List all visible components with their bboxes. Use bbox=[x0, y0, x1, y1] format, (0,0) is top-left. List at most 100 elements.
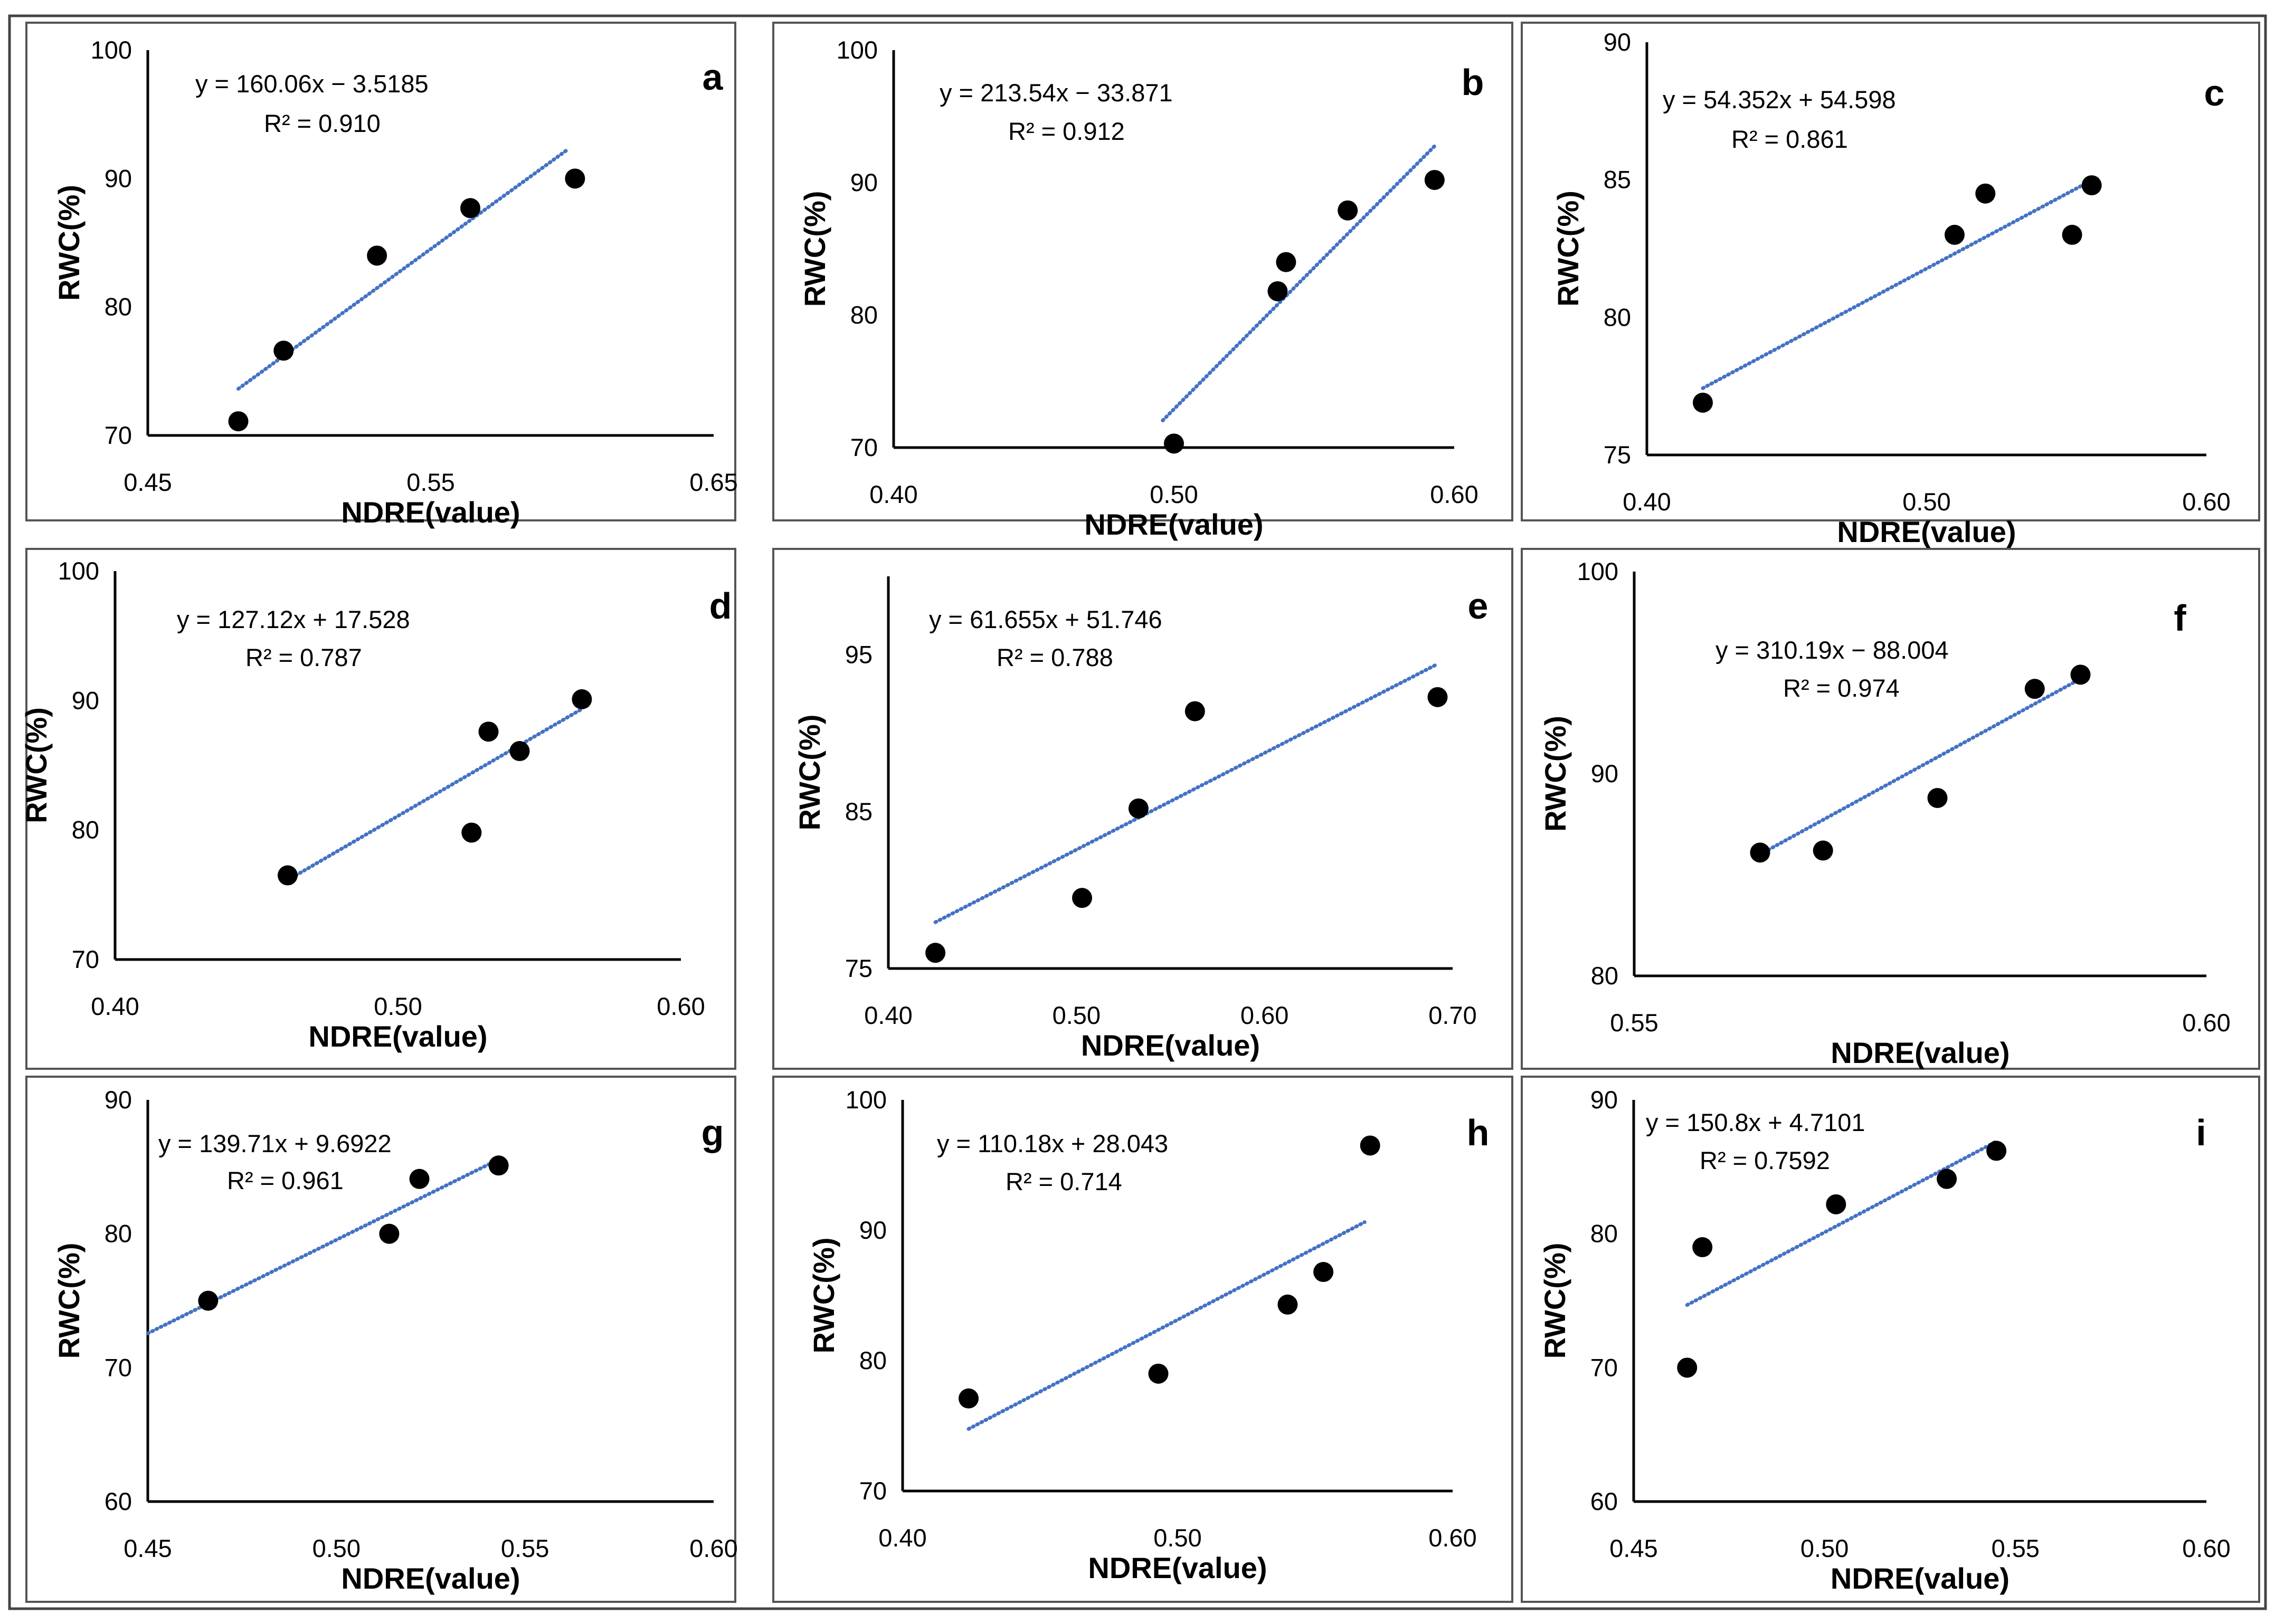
y-tick-label: 80 bbox=[105, 293, 132, 321]
data-point bbox=[959, 1388, 979, 1409]
panel-b: 70 80 90 100 0.40 0.50 0.60 NDRE(value) RWC(%) y … bbox=[772, 22, 1513, 541]
y-tick-label: 60 bbox=[1590, 1487, 1618, 1515]
x-tick-label: 0.55 bbox=[1992, 1534, 2040, 1562]
regression-equation: y = 139.71x + 9.6922 bbox=[158, 1129, 392, 1157]
x-axis-title: NDRE(value) bbox=[1084, 508, 1263, 541]
y-tick-label: 90 bbox=[1590, 1086, 1618, 1114]
x-tick-label: 0.40 bbox=[878, 1524, 926, 1552]
r-squared-label: R² = 0.788 bbox=[997, 643, 1113, 671]
x-axis-title: NDRE(value) bbox=[1837, 515, 2016, 548]
panel-f: 80 90 100 0.55 0.60 NDRE(value) RWC(%) y = 310.… bbox=[1521, 548, 2260, 1070]
y-tick-label: 100 bbox=[846, 1086, 887, 1114]
y-axis-title: RWC(%) bbox=[52, 1243, 86, 1359]
data-point bbox=[228, 411, 249, 432]
x-tick-label: 0.40 bbox=[1623, 488, 1671, 516]
y-tick-label: 90 bbox=[850, 168, 878, 196]
data-point bbox=[273, 340, 294, 361]
data-point bbox=[2024, 679, 2045, 699]
r-squared-label: R² = 0.910 bbox=[264, 109, 381, 137]
y-tick-label: 70 bbox=[72, 945, 99, 973]
x-tick-label: 0.55 bbox=[406, 468, 454, 496]
x-tick-label: 0.40 bbox=[869, 480, 917, 508]
y-axis-title: RWC(%) bbox=[1551, 191, 1585, 307]
trendline bbox=[933, 662, 1439, 924]
panel-c: 75 80 85 90 0.40 0.50 0.60 NDRE(value) RWC(%) y =… bbox=[1521, 22, 2260, 548]
data-point bbox=[1148, 1363, 1169, 1384]
x-tick-label: 0.50 bbox=[374, 992, 422, 1020]
data-point bbox=[2070, 664, 2091, 685]
trendline bbox=[1701, 178, 2094, 391]
y-axis-title: RWC(%) bbox=[793, 715, 826, 831]
x-tick-label: 0.60 bbox=[689, 1534, 737, 1562]
y-tick-label: 80 bbox=[1590, 1220, 1618, 1248]
r-squared-label: R² = 0.861 bbox=[1731, 125, 1848, 153]
y-tick-label: 75 bbox=[1604, 441, 1631, 469]
y-tick-label: 80 bbox=[1604, 303, 1631, 331]
x-axis-title: NDRE(value) bbox=[1088, 1551, 1267, 1584]
data-point bbox=[198, 1290, 219, 1311]
y-tick-label: 80 bbox=[72, 816, 99, 844]
data-point bbox=[1184, 701, 1205, 721]
data-point bbox=[460, 198, 481, 219]
y-tick-label: 90 bbox=[105, 1086, 132, 1114]
panel-d: 70 80 90 100 0.40 0.50 0.60 NDRE(value) RWC(%) y … bbox=[20, 548, 736, 1070]
y-tick-label: 60 bbox=[105, 1487, 132, 1515]
y-axis-title: RWC(%) bbox=[1539, 716, 1572, 832]
y-axis-title: RWC(%) bbox=[52, 185, 86, 301]
data-point bbox=[925, 943, 946, 963]
data-point bbox=[1693, 392, 1713, 413]
data-point bbox=[1986, 1141, 2007, 1161]
y-axis-title: RWC(%) bbox=[20, 707, 53, 823]
panel-letter: g bbox=[702, 1112, 724, 1153]
r-squared-label: R² = 0.714 bbox=[1006, 1167, 1122, 1195]
y-tick-label: 90 bbox=[859, 1216, 887, 1244]
regression-equation: y = 110.18x + 28.043 bbox=[937, 1129, 1168, 1157]
data-point bbox=[1277, 1294, 1298, 1315]
x-tick-label: 0.45 bbox=[124, 1534, 172, 1562]
y-tick-label: 70 bbox=[105, 1353, 132, 1381]
trendline bbox=[1161, 144, 1437, 423]
y-tick-label: 95 bbox=[845, 641, 873, 669]
x-tick-label: 0.50 bbox=[1800, 1534, 1849, 1562]
panel-frame bbox=[772, 548, 1513, 1070]
x-axis-title: NDRE(value) bbox=[341, 1562, 520, 1595]
data-point bbox=[1927, 787, 1948, 808]
panel-letter: e bbox=[1468, 585, 1489, 626]
y-tick-label: 70 bbox=[105, 421, 132, 449]
panel-letter: c bbox=[2204, 72, 2225, 113]
data-point bbox=[409, 1169, 430, 1189]
x-axis-title: NDRE(value) bbox=[1831, 1562, 2009, 1595]
panel-frame bbox=[1521, 1076, 2260, 1603]
regression-equation: y = 150.8x + 4.7101 bbox=[1646, 1108, 1865, 1136]
y-tick-label: 100 bbox=[91, 36, 132, 64]
panel-letter: h bbox=[1467, 1112, 1490, 1153]
panel-a: 70 80 90 100 0.45 0.55 0.65 NDRE(value) RWC(%) y … bbox=[25, 22, 738, 529]
regression-equation: y = 127.12x + 17.528 bbox=[177, 605, 410, 633]
panel-frame bbox=[25, 1076, 736, 1603]
y-tick-label: 90 bbox=[105, 164, 132, 192]
x-tick-label: 0.60 bbox=[1240, 1001, 1288, 1029]
data-point bbox=[1937, 1169, 1957, 1189]
y-axis-title: RWC(%) bbox=[807, 1238, 840, 1354]
data-point bbox=[1692, 1237, 1713, 1258]
data-point bbox=[1813, 840, 1833, 861]
data-point bbox=[277, 865, 298, 886]
x-tick-label: 0.65 bbox=[689, 468, 737, 496]
r-squared-label: R² = 0.974 bbox=[1783, 674, 1900, 702]
x-tick-label: 0.45 bbox=[1609, 1534, 1657, 1562]
data-point bbox=[1677, 1357, 1698, 1378]
data-point bbox=[1826, 1194, 1846, 1214]
y-tick-label: 85 bbox=[1604, 166, 1631, 194]
data-point bbox=[461, 822, 482, 843]
x-tick-label: 0.50 bbox=[1153, 1524, 1201, 1552]
data-point bbox=[1164, 433, 1184, 454]
panel-frame bbox=[772, 22, 1513, 521]
panel-letter: a bbox=[703, 56, 724, 98]
regression-equation: y = 54.352x + 54.598 bbox=[1663, 86, 1896, 113]
x-axis-title: NDRE(value) bbox=[1081, 1029, 1260, 1062]
data-point bbox=[1975, 183, 1996, 204]
regression-equation: y = 61.655x + 51.746 bbox=[929, 605, 1162, 633]
x-tick-label: 0.45 bbox=[124, 468, 172, 496]
y-tick-label: 75 bbox=[845, 954, 873, 982]
